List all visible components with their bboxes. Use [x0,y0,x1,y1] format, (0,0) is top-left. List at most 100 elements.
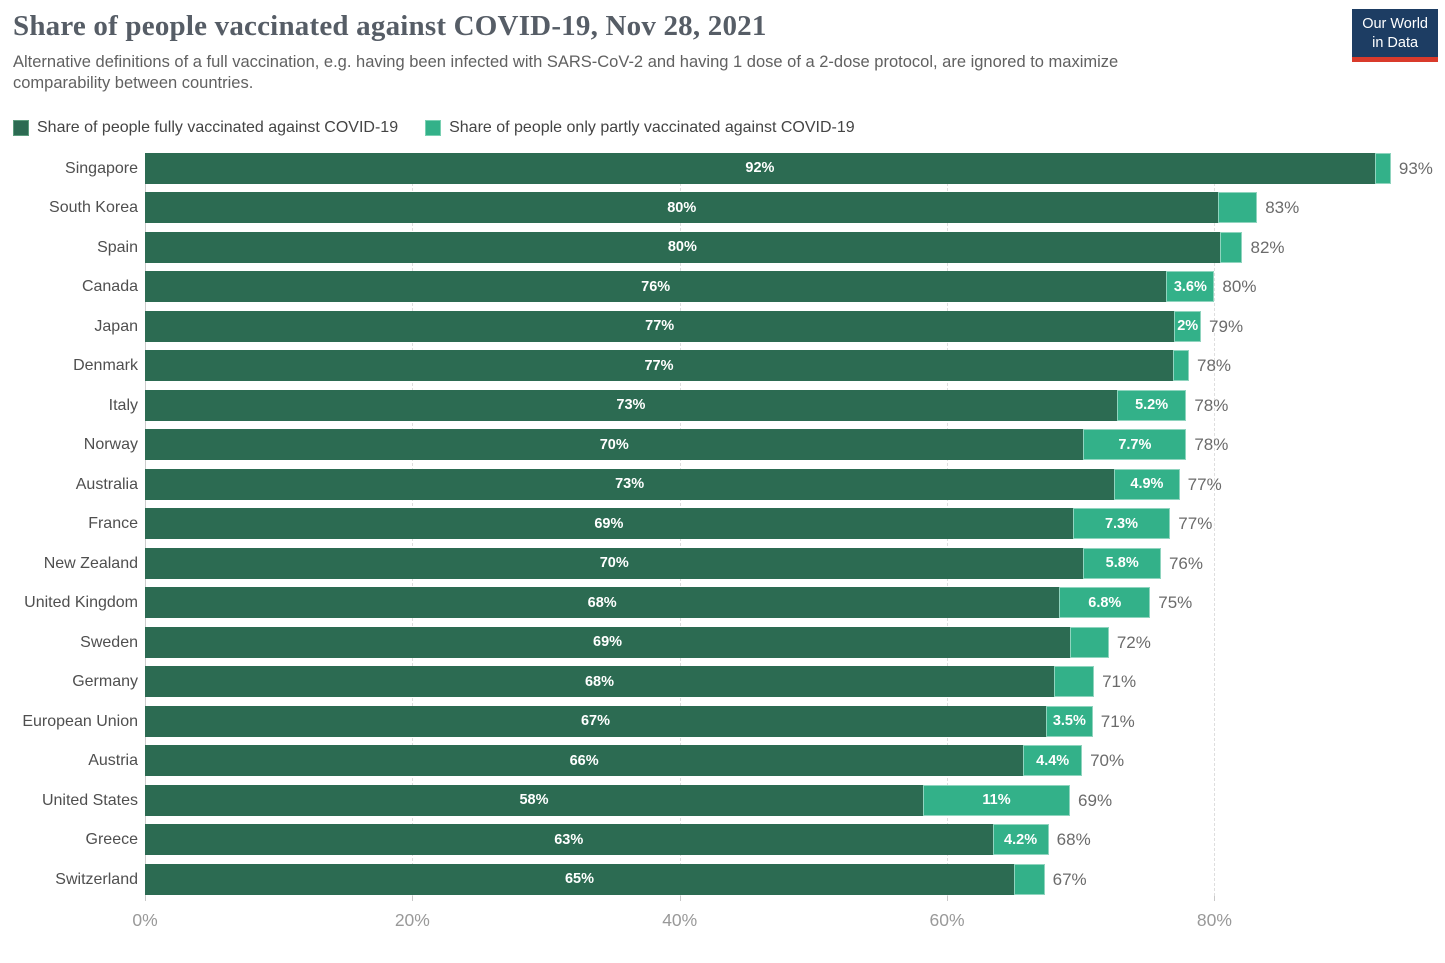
bar-segment-partly-vaccinated[interactable]: 11% [923,784,1071,816]
total-value-label: 72% [1116,632,1151,652]
chart-row: New Zealand 70% 5.8% 76% [0,547,1435,588]
bar-value-label-full: 77% [644,357,674,374]
country-label: Japan [94,317,138,335]
bar-segment-fully-vaccinated[interactable]: 77% [145,350,1173,382]
bar-segment-fully-vaccinated[interactable]: 58% [145,784,923,816]
chart-row: Greece 63% 4.2% 68% [0,824,1435,864]
bar-segment-fully-vaccinated[interactable]: 65% [145,863,1014,895]
bar-segment-fully-vaccinated[interactable]: 69% [145,508,1073,540]
bar-segment-partly-vaccinated[interactable]: 2% [1174,310,1202,342]
bar-segment-partly-vaccinated[interactable] [1054,666,1095,698]
bar-segment-fully-vaccinated[interactable]: 68% [145,587,1060,619]
bar-segment-partly-vaccinated[interactable] [1374,152,1391,184]
bar-value-label-partial: 5.2% [1135,397,1169,414]
bar-segment-partly-vaccinated[interactable]: 4.2% [992,824,1049,856]
bar-segment-fully-vaccinated[interactable]: 69% [145,626,1071,658]
country-label: France [88,515,138,533]
bar-value-label-full: 69% [593,634,623,651]
bar-value-label-partial: 11% [982,792,1011,809]
bar-segment-partly-vaccinated[interactable] [1218,192,1258,224]
bar-segment-fully-vaccinated[interactable]: 73% [145,389,1117,421]
legend-item-fully-vaccinated[interactable]: Share of people fully vaccinated against… [13,119,398,137]
owid-logo[interactable]: Our World in Data [1352,9,1438,62]
chart-row: European Union 67% 3.5% 71% [0,705,1435,746]
gridline [1214,152,1216,896]
bar-segment-partly-vaccinated[interactable]: 7.7% [1083,429,1187,461]
country-label: European Union [22,712,138,730]
bar-value-label-full: 65% [564,871,594,888]
bar-track: 68% 6.8% 75% [145,587,1435,619]
bar-value-label-full: 66% [569,752,599,769]
chart-row: Sweden 69% 72% [0,626,1435,667]
chart-row: Italy 73% 5.2% 78% [0,389,1435,430]
bar-value-label-full: 76% [641,278,671,295]
x-tick-label: 60% [929,909,965,930]
bar-segment-fully-vaccinated[interactable]: 70% [145,429,1084,461]
owid-logo-line1: Our World [1362,16,1428,32]
tick-mark [947,895,949,901]
bar-track: 73% 5.2% 78% [145,389,1435,421]
chart-row: Switzerland 65% 67% [0,863,1435,904]
bar-segment-fully-vaccinated[interactable]: 63% [145,824,993,856]
total-value-label: 77% [1187,474,1222,494]
total-value-label: 77% [1178,514,1213,534]
bar-track: 69% 72% [145,626,1435,658]
bar-segment-partly-vaccinated[interactable]: 3.5% [1045,705,1093,737]
bar-segment-partly-vaccinated[interactable] [1172,350,1190,382]
chart-row: Australia 73% 4.9% 77% [0,468,1435,509]
bar-segment-fully-vaccinated[interactable]: 66% [145,745,1024,777]
bar-segment-partly-vaccinated[interactable] [1013,863,1045,895]
owid-logo-line2: in Data [1372,34,1419,51]
bar-segment-partly-vaccinated[interactable]: 5.2% [1116,389,1187,421]
country-label: Norway [83,436,138,454]
bar-value-label-partial: 6.8% [1088,594,1122,611]
bar-value-label-full: 92% [745,160,775,177]
bar-segment-partly-vaccinated[interactable]: 3.6% [1166,271,1215,303]
bar-segment-fully-vaccinated[interactable]: 80% [145,231,1220,263]
bar-segment-partly-vaccinated[interactable]: 5.8% [1083,547,1161,579]
bar-track: 67% 3.5% 71% [145,705,1435,737]
total-value-label: 68% [1056,830,1091,850]
bar-segment-partly-vaccinated[interactable]: 6.8% [1059,587,1151,619]
total-value-label: 78% [1194,435,1229,455]
bar-value-label-full: 73% [616,397,646,414]
country-label: Singapore [65,159,138,177]
bar-segment-fully-vaccinated[interactable]: 76% [145,271,1167,303]
bar-segment-fully-vaccinated[interactable]: 67% [145,705,1046,737]
bar-segment-partly-vaccinated[interactable]: 7.3% [1072,508,1171,540]
legend-label: Share of people only partly vaccinated a… [449,118,855,136]
bar-value-label-full: 70% [599,436,629,453]
total-value-label: 78% [1197,356,1232,376]
country-label: Switzerland [55,870,138,888]
bar-value-label-full: 67% [580,713,610,730]
total-value-label: 69% [1078,790,1113,810]
chart-row: Spain 80% 82% [0,231,1435,272]
bar-segment-fully-vaccinated[interactable]: 70% [145,547,1084,579]
bar-value-label-partial: 7.7% [1118,436,1152,453]
bar-value-label-partial: 3.5% [1052,713,1086,730]
total-value-label: 75% [1158,593,1193,613]
bar-value-label-partial: 2% [1177,318,1199,335]
bar-track: 70% 7.7% 78% [145,429,1435,461]
bar-segment-fully-vaccinated[interactable]: 73% [145,468,1115,500]
bar-value-label-partial: 4.4% [1036,752,1070,769]
bar-segment-partly-vaccinated[interactable] [1219,231,1243,263]
total-value-label: 67% [1052,869,1087,889]
bar-segment-fully-vaccinated[interactable]: 68% [145,666,1054,698]
total-value-label: 70% [1090,751,1125,771]
bar-track: 77% 2% 79% [145,310,1435,342]
total-value-label: 78% [1194,395,1229,415]
bar-segment-partly-vaccinated[interactable]: 4.4% [1023,745,1083,777]
bar-track: 77% 78% [145,350,1435,382]
bar-segment-fully-vaccinated[interactable]: 92% [145,152,1375,184]
country-label: Sweden [80,633,138,651]
bar-segment-partly-vaccinated[interactable]: 4.9% [1114,468,1180,500]
bar-track: 66% 4.4% 70% [145,745,1435,777]
page-title: Share of people vaccinated against COVID… [13,10,767,42]
bar-segment-fully-vaccinated[interactable]: 77% [145,310,1175,342]
chart-row: Norway 70% 7.7% 78% [0,429,1435,469]
bar-segment-partly-vaccinated[interactable] [1070,626,1109,658]
bar-segment-fully-vaccinated[interactable]: 80% [145,192,1219,224]
legend-swatch-partly-icon [425,119,442,136]
legend-item-partly-vaccinated[interactable]: Share of people only partly vaccinated a… [425,119,855,137]
